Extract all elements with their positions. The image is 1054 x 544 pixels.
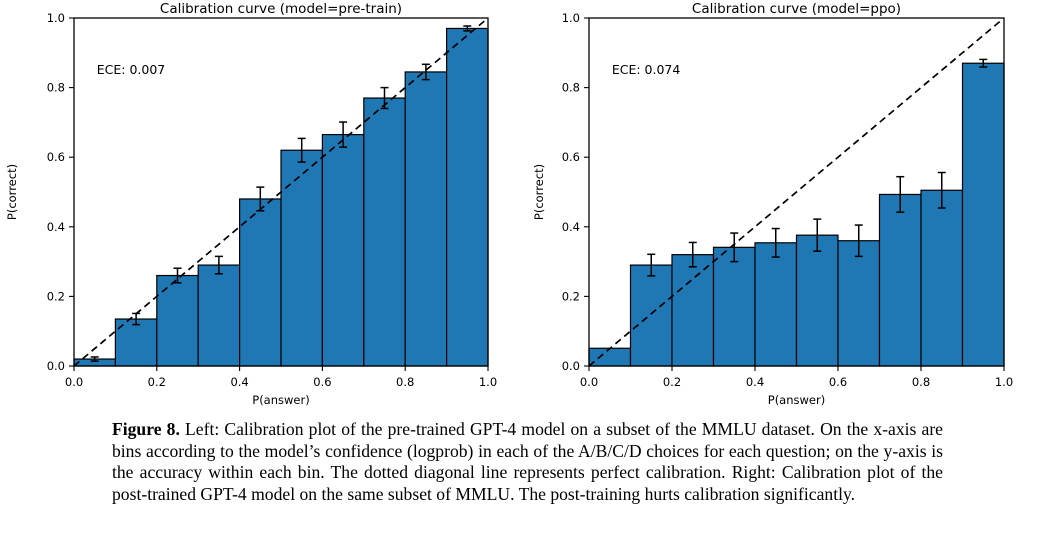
- chart-ppo: 0.0 0.2 0.4 0.6 0.8 1.0 0.0 0.2 0.4 0.6 0.8 1.0 Cali…: [527, 0, 1054, 413]
- y-tick-label: 0.0: [47, 359, 65, 373]
- x-tick-label: 0.0: [580, 375, 598, 389]
- y-tick-label: 0.4: [562, 220, 580, 234]
- histogram-bar: [671, 254, 715, 367]
- diagonal-reference-line: [588, 17, 1005, 367]
- histogram-bar: [588, 347, 632, 367]
- histogram-bar: [754, 242, 798, 367]
- x-tick-label: 0.4: [746, 375, 764, 389]
- y-tick-label: 0.6: [47, 150, 65, 164]
- histogram-bar: [321, 133, 365, 367]
- figure-caption: Figure 8. Left: Calibration plot of the …: [112, 419, 943, 506]
- x-tick-label: 0.4: [230, 375, 248, 389]
- histogram-bar: [920, 189, 964, 367]
- histogram-bar: [795, 234, 839, 367]
- y-tick-label: 0.2: [47, 289, 65, 303]
- x-axis-label: P(answer): [768, 393, 825, 407]
- y-tick-label: 0.0: [562, 359, 580, 373]
- y-tick-label: 1.0: [47, 11, 65, 25]
- x-tick-label: 0.6: [313, 375, 331, 389]
- x-tick-label: 0.2: [663, 375, 681, 389]
- y-tick-label: 0.8: [562, 81, 580, 95]
- plot-frame: [588, 17, 1005, 367]
- y-axis-label: P(correct): [532, 164, 546, 220]
- histogram-bar: [280, 149, 324, 367]
- x-tick-label: 0.8: [396, 375, 414, 389]
- y-tick-label: 0.2: [562, 289, 580, 303]
- x-tick-label: 0.0: [65, 375, 83, 389]
- histogram-bar: [446, 27, 489, 367]
- histogram-bar: [961, 62, 1005, 367]
- plot-frame: [73, 17, 489, 367]
- figure-caption-text: Left: Calibration plot of the pre-traine…: [112, 419, 943, 505]
- diagonal-reference-line: [73, 17, 489, 367]
- histogram-bar: [239, 198, 282, 367]
- histogram-bar: [197, 264, 241, 367]
- y-axis-label: P(correct): [5, 164, 19, 220]
- x-tick-label: 1.0: [479, 375, 497, 389]
- histogram-bar: [837, 240, 881, 367]
- histogram-bar: [712, 246, 756, 367]
- ece-annotation: ECE: 0.074: [612, 62, 681, 77]
- x-tick-label: 0.6: [829, 375, 847, 389]
- figure-caption-label: Figure 8.: [112, 419, 180, 439]
- calibration-chart-ppo-svg: 0.0 0.2 0.4 0.6 0.8 1.0 0.0 0.2 0.4 0.6 0.8 1.0 Cali…: [532, 1, 1013, 407]
- x-tick-label: 1.0: [995, 375, 1013, 389]
- histogram-bar: [156, 274, 199, 367]
- chart-title: Calibration curve (model=pre-train): [160, 1, 402, 17]
- y-tick-label: 0.8: [47, 81, 65, 95]
- histogram-bar: [363, 97, 406, 367]
- x-axis-label: P(answer): [252, 393, 309, 407]
- histogram-bar: [404, 71, 448, 367]
- y-tick-label: 0.6: [562, 150, 580, 164]
- histogram-bar: [629, 264, 673, 367]
- calibration-charts-row: 0.0 0.2 0.4 0.6 0.8 1.0 0.0 0.2 0.4 0.6 0.8 1.0 Cali…: [0, 0, 1054, 413]
- calibration-chart-pretrain-svg: 0.0 0.2 0.4 0.6 0.8 1.0 0.0 0.2 0.4 0.6 0.8 1.0 Cali…: [5, 1, 497, 407]
- x-tick-label: 0.8: [912, 375, 930, 389]
- y-tick-label: 0.4: [47, 220, 65, 234]
- ece-annotation: ECE: 0.007: [97, 62, 165, 77]
- histogram-bar: [878, 193, 922, 367]
- chart-title: Calibration curve (model=ppo): [692, 1, 901, 17]
- x-tick-label: 0.2: [148, 375, 166, 389]
- y-tick-label: 1.0: [562, 11, 580, 25]
- chart-pretrain: 0.0 0.2 0.4 0.6 0.8 1.0 0.0 0.2 0.4 0.6 0.8 1.0 Cali…: [0, 0, 527, 413]
